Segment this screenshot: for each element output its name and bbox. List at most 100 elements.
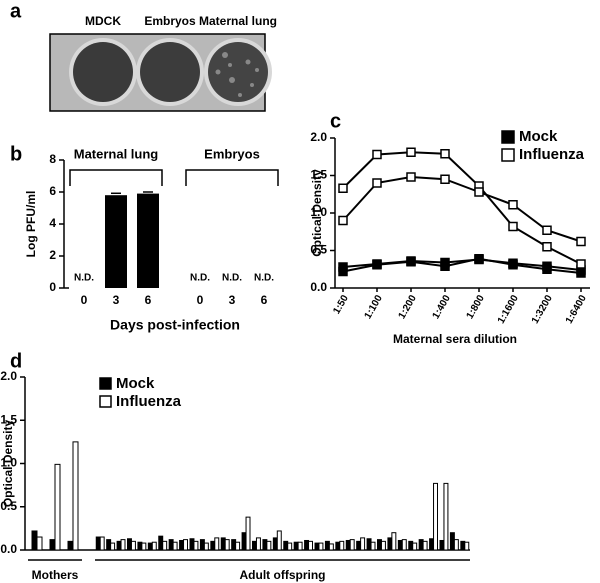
marker	[338, 266, 348, 277]
bar	[262, 539, 268, 551]
bar	[377, 539, 382, 551]
x-tick-label: 0	[81, 293, 88, 307]
legend-swatch	[99, 395, 112, 408]
bar	[449, 532, 455, 551]
y-axis-label: Optical Density	[310, 169, 324, 257]
panel-label: b	[10, 143, 22, 165]
bar	[172, 541, 178, 551]
x-tick-label: 1:100	[363, 293, 386, 321]
bar	[293, 541, 299, 551]
bar	[460, 540, 466, 551]
bar	[443, 482, 449, 551]
bar	[36, 536, 43, 551]
bar	[304, 539, 310, 551]
bar	[214, 537, 220, 551]
bar	[49, 539, 56, 551]
marker	[440, 261, 450, 271]
marker	[542, 264, 552, 274]
x-axis-label: Maternal sera dilution	[393, 332, 517, 346]
x-tick-label: 1:3200	[530, 293, 555, 326]
marker	[508, 221, 518, 232]
legend-label: Mock	[519, 128, 558, 145]
bar	[297, 541, 303, 551]
bar	[324, 540, 330, 551]
marker	[372, 149, 382, 160]
bar	[252, 540, 257, 551]
value-label: N.D.	[190, 273, 210, 284]
x-tick-label: 0	[197, 293, 204, 307]
bar	[380, 540, 386, 551]
plaques	[215, 52, 259, 97]
bar	[412, 542, 418, 551]
marker	[406, 172, 416, 182]
bar	[199, 539, 205, 551]
legend-label: Mock	[116, 375, 155, 392]
marker	[440, 149, 450, 159]
bar	[453, 539, 459, 551]
bar	[141, 542, 147, 551]
bar	[464, 541, 470, 551]
bar	[183, 539, 189, 551]
group-bracket	[69, 169, 163, 186]
marker	[474, 187, 484, 197]
bar	[231, 539, 237, 551]
group-label: Maternal lung	[74, 146, 159, 161]
bar	[245, 516, 251, 551]
bar	[31, 530, 38, 551]
bar	[401, 539, 407, 551]
panel-label: a	[10, 0, 22, 22]
marker	[406, 257, 416, 267]
bar	[345, 539, 351, 551]
bar	[162, 540, 168, 551]
bar	[189, 538, 195, 551]
bar	[106, 539, 112, 551]
bar	[158, 535, 164, 551]
bar	[366, 538, 372, 551]
bar	[105, 195, 127, 288]
y-tick-label: 1.5	[0, 412, 17, 426]
well	[140, 42, 200, 102]
marker	[372, 260, 382, 270]
bar	[283, 540, 289, 551]
marker	[508, 200, 518, 210]
bar	[439, 539, 445, 551]
value-label: N.D.	[74, 273, 94, 284]
bar	[397, 539, 403, 551]
x-tick-label: 1:50	[331, 293, 351, 316]
x-axis-label: Days post-infection	[110, 317, 240, 333]
x-tick-label: 3	[229, 293, 236, 307]
panel-a: a MDCK Embryos Maternal lung	[10, 0, 277, 112]
group-label: Embryos	[204, 146, 260, 161]
group-label: Adult offspring	[240, 568, 326, 582]
well	[73, 42, 133, 102]
y-tick-label: 1.5	[310, 168, 327, 182]
bar	[287, 542, 293, 551]
bar	[255, 537, 261, 551]
marker	[440, 174, 450, 184]
marker	[338, 215, 348, 226]
legend-label: Influenza	[519, 146, 585, 163]
marker	[508, 260, 518, 270]
bar	[210, 540, 216, 551]
y-tick-label: 0.5	[310, 243, 327, 257]
y-tick-label: 8	[49, 152, 56, 166]
bar	[429, 538, 435, 551]
bar	[120, 539, 126, 551]
bar	[168, 539, 174, 551]
x-tick-label: 6	[145, 293, 152, 307]
y-tick-label: 0.0	[310, 280, 327, 294]
y-tick-label: 1.0	[0, 456, 17, 470]
marker	[406, 147, 416, 157]
x-tick-label: 1:6400	[564, 293, 589, 326]
bar	[224, 539, 230, 551]
legend-label: Influenza	[116, 393, 182, 410]
x-tick-label: 1:400	[431, 293, 454, 321]
bar	[276, 530, 282, 551]
bar	[408, 540, 414, 551]
bar	[349, 539, 355, 551]
panel-label: c	[330, 110, 341, 132]
bar	[137, 193, 159, 288]
bar	[151, 541, 157, 551]
y-tick-label: 0	[49, 280, 56, 294]
